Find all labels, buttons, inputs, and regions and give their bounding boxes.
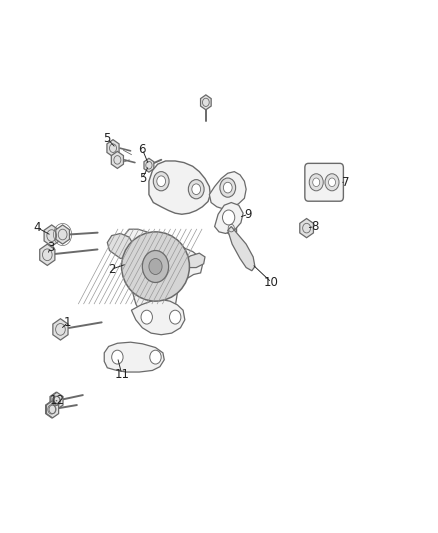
FancyBboxPatch shape: [305, 163, 343, 201]
Text: 12: 12: [49, 394, 64, 407]
Polygon shape: [111, 151, 124, 168]
Polygon shape: [209, 172, 246, 209]
Text: 6: 6: [138, 143, 146, 156]
Circle shape: [149, 259, 162, 274]
Polygon shape: [51, 392, 63, 409]
Polygon shape: [300, 219, 314, 238]
Polygon shape: [107, 233, 134, 259]
Circle shape: [223, 182, 232, 193]
Polygon shape: [215, 203, 243, 233]
Polygon shape: [201, 95, 211, 110]
Polygon shape: [56, 225, 70, 244]
Circle shape: [153, 172, 169, 191]
Polygon shape: [44, 225, 59, 246]
Polygon shape: [228, 227, 255, 271]
Circle shape: [157, 176, 166, 187]
Circle shape: [142, 251, 169, 282]
Text: 5: 5: [104, 132, 111, 145]
Polygon shape: [107, 140, 119, 157]
Circle shape: [223, 210, 235, 225]
Circle shape: [150, 350, 161, 364]
Polygon shape: [50, 392, 62, 409]
Polygon shape: [183, 253, 205, 268]
Text: 7: 7: [342, 176, 350, 189]
Circle shape: [309, 174, 323, 191]
Circle shape: [325, 174, 339, 191]
Text: 9: 9: [244, 208, 252, 221]
Polygon shape: [144, 158, 154, 172]
Circle shape: [328, 178, 336, 187]
Circle shape: [141, 310, 152, 324]
Text: 1: 1: [64, 316, 72, 329]
Circle shape: [188, 180, 204, 199]
Circle shape: [313, 178, 320, 187]
Text: 11: 11: [114, 368, 129, 381]
Text: 3: 3: [47, 241, 54, 254]
Text: 10: 10: [264, 276, 279, 289]
Polygon shape: [149, 161, 210, 214]
Polygon shape: [104, 342, 164, 372]
Polygon shape: [131, 300, 185, 335]
Ellipse shape: [121, 232, 189, 301]
Text: 2: 2: [108, 263, 116, 276]
Polygon shape: [53, 319, 68, 340]
Polygon shape: [40, 244, 55, 265]
Circle shape: [112, 350, 123, 364]
Polygon shape: [46, 401, 59, 418]
Polygon shape: [46, 401, 58, 418]
Polygon shape: [226, 221, 237, 236]
Circle shape: [170, 310, 181, 324]
Circle shape: [192, 184, 201, 195]
Circle shape: [220, 178, 236, 197]
Text: 4: 4: [33, 221, 41, 234]
Text: 5: 5: [139, 172, 146, 185]
Polygon shape: [120, 229, 202, 322]
Text: 8: 8: [311, 220, 318, 233]
